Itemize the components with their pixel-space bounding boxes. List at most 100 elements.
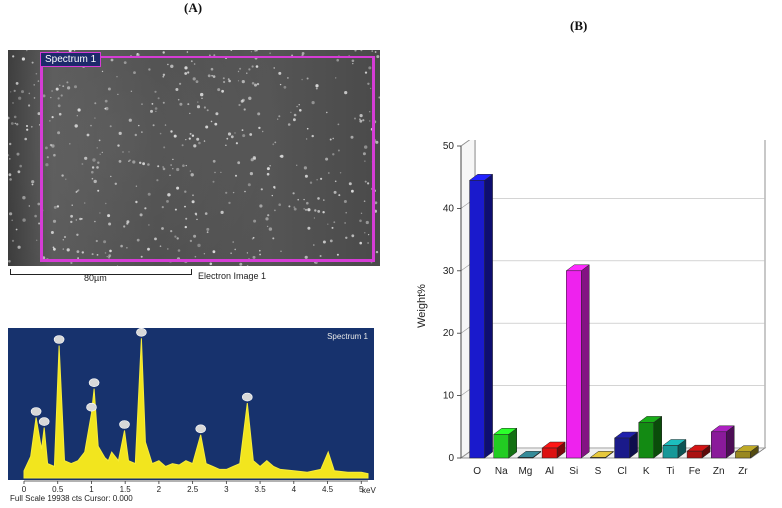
particle-dot <box>370 261 373 264</box>
particle-dot <box>59 84 61 86</box>
particle-dot <box>22 196 26 200</box>
particle-dot <box>362 119 365 122</box>
particle-dot <box>189 112 191 115</box>
particle-dot <box>118 160 122 163</box>
particle-dot <box>304 174 308 178</box>
particle-dot <box>24 137 28 141</box>
x-tick-label: O <box>473 466 481 477</box>
bar-front <box>517 457 534 459</box>
particle-dot <box>99 212 101 214</box>
particle-dot <box>126 247 128 249</box>
particle-dot <box>67 86 71 90</box>
particle-dot <box>213 54 216 57</box>
particle-dot <box>329 239 333 243</box>
particle-dot <box>237 80 240 82</box>
particle-dot <box>139 161 142 164</box>
particle-dot <box>315 84 319 88</box>
particle-dot <box>10 91 12 93</box>
particle-dot <box>45 146 48 150</box>
particle-dot <box>369 120 371 122</box>
eds-tick-label: 0 <box>22 485 27 494</box>
particle-dot <box>196 105 201 109</box>
particle-dot <box>327 223 329 225</box>
particle-dot <box>354 117 356 120</box>
particle-dot <box>53 205 57 209</box>
particle-dot <box>162 101 165 104</box>
particle-dot <box>63 235 67 239</box>
particle-dot <box>116 265 119 266</box>
particle-dot <box>9 212 13 216</box>
particle-dot <box>76 190 79 193</box>
particle-dot <box>83 202 86 204</box>
particle-dot <box>266 172 270 176</box>
particle-dot <box>37 202 41 206</box>
particle-dot <box>192 77 196 81</box>
particle-dot <box>337 149 340 152</box>
bar-side <box>580 264 590 459</box>
particle-dot <box>81 251 85 254</box>
particle-dot <box>253 219 257 223</box>
particle-dot <box>297 198 300 201</box>
particle-dot <box>225 144 227 146</box>
particle-dot <box>225 191 228 194</box>
particle-dot <box>250 51 252 53</box>
particle-dot <box>188 137 191 140</box>
particle-dot <box>299 109 302 112</box>
particle-dot <box>190 60 193 63</box>
particle-dot <box>343 200 347 203</box>
particle-dot <box>265 217 269 221</box>
eds-tick-label: 1.5 <box>120 485 132 494</box>
particle-dot <box>204 212 208 215</box>
particle-dot <box>201 97 203 99</box>
particle-dot <box>364 160 366 162</box>
grid-diagonal <box>460 140 470 147</box>
particle-dot <box>94 220 96 223</box>
particle-dot <box>187 103 190 106</box>
particle-dot <box>304 255 308 259</box>
bar-s <box>589 450 615 459</box>
particle-dot <box>109 125 112 128</box>
electron-image-caption: Electron Image 1 <box>198 271 267 281</box>
particle-dot <box>375 140 379 144</box>
particle-dot <box>151 103 154 105</box>
particle-dot <box>228 201 231 205</box>
particle-dot <box>215 112 219 116</box>
particle-dot <box>118 131 122 135</box>
particle-dot <box>274 209 276 212</box>
particle-dot <box>279 83 282 86</box>
particle-dot <box>344 222 346 224</box>
x-tick-label: S <box>595 466 602 477</box>
particle-dot <box>226 137 229 140</box>
particle-dot <box>62 85 65 88</box>
particle-dot <box>248 96 252 100</box>
particle-dot <box>247 183 251 187</box>
eds-peak-marker <box>88 378 100 388</box>
particle-dot <box>307 226 311 230</box>
particle-dot <box>307 208 311 212</box>
particle-dot <box>130 90 133 92</box>
particle-dot <box>287 123 291 126</box>
particle-dot <box>255 65 259 68</box>
particle-dot <box>256 82 260 86</box>
particle-dot <box>97 161 100 164</box>
eds-tick-label: 5 <box>359 485 364 494</box>
scale-bar <box>10 269 192 275</box>
particle-dot <box>152 124 155 127</box>
particle-dot <box>316 179 318 181</box>
particle-dot <box>290 111 292 113</box>
particle-dot <box>16 152 20 156</box>
particle-dot <box>309 181 313 184</box>
particle-dot <box>49 143 53 147</box>
particle-dot <box>144 207 147 210</box>
bar-cl <box>613 431 639 459</box>
particle-dot <box>280 154 284 158</box>
particle-dot <box>306 77 309 80</box>
particle-dot <box>250 158 254 162</box>
particle-dot <box>365 220 369 225</box>
particle-dot <box>301 52 305 55</box>
particle-dot <box>267 214 270 217</box>
particle-dot <box>56 205 60 208</box>
particle-dot <box>157 165 160 168</box>
eds-peak-marker <box>119 420 130 429</box>
particle-dot <box>345 211 348 214</box>
